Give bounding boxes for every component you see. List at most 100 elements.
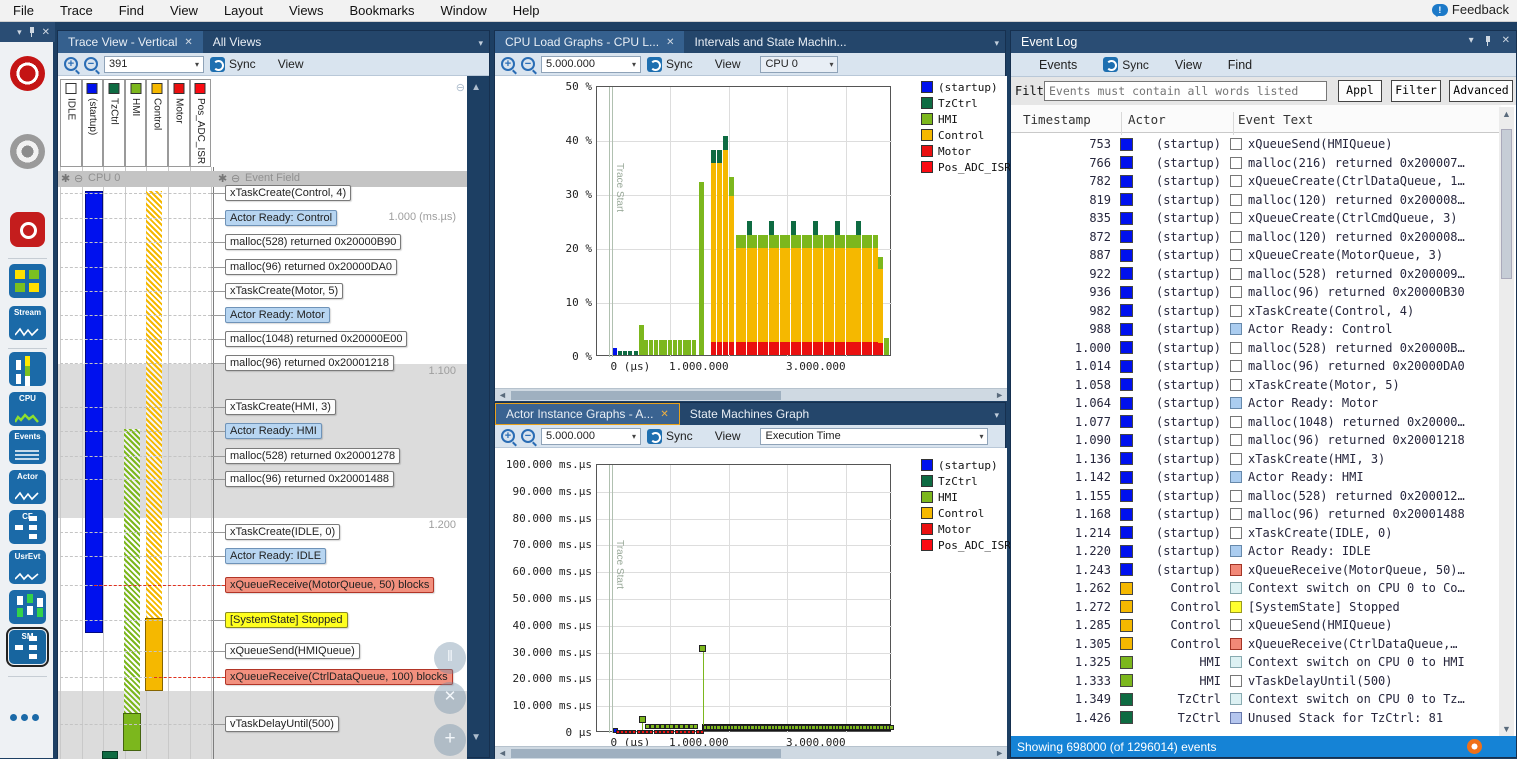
actor-bar-startup[interactable] <box>85 191 103 633</box>
vertical-trace-button[interactable] <box>9 352 46 386</box>
rail-window-controls[interactable]: ▾ ✕ <box>0 22 55 42</box>
actor-tab[interactable]: Actor Instance Graphs - A...✕ <box>495 403 680 425</box>
event-label[interactable]: xQueueReceive(CtrlDataQueue, 100) blocks <box>225 669 453 685</box>
trace-overview-button[interactable] <box>9 264 46 298</box>
event-log-row[interactable]: 782(startup)xQueueCreate(CtrlDataQueue, … <box>1011 172 1501 191</box>
close-tab-icon[interactable]: ✕ <box>660 409 668 420</box>
trace-tab[interactable]: Trace View - Vertical✕ <box>58 31 203 53</box>
zoom-in-icon[interactable]: + <box>501 429 515 443</box>
event-label[interactable]: Actor Ready: Motor <box>225 307 330 323</box>
event-label[interactable]: Actor Ready: HMI <box>225 423 322 439</box>
actor-bar-control[interactable] <box>146 191 162 618</box>
trace-canvas[interactable]: IDLE(startup)TzCtrlHMIControlMotorPos_AD… <box>58 76 467 759</box>
column-event-text[interactable]: Event Text <box>1238 112 1313 127</box>
close-tab-icon[interactable]: ✕ <box>666 37 674 48</box>
actor-tab[interactable]: State Machines Graph <box>680 403 819 425</box>
actor-zoom-combo[interactable]: 5.000.000▾ <box>541 428 641 445</box>
event-log-row[interactable]: 1.077(startup)malloc(1048) returned 0x20… <box>1011 413 1501 432</box>
menu-trace[interactable]: Trace <box>47 3 106 18</box>
user-events-button[interactable]: UsrEvt <box>9 550 46 584</box>
gear-icon[interactable]: ✱ <box>61 172 70 185</box>
tab-list-icon[interactable]: ▾ <box>994 410 999 421</box>
more-views-button[interactable] <box>10 714 39 721</box>
event-log-row[interactable]: 766(startup)malloc(216) returned 0x20000… <box>1011 154 1501 173</box>
eventlog-menu-sync[interactable]: Sync <box>1103 57 1149 72</box>
event-log-row[interactable]: 1.305ControlxQueueReceive(CtrlDataQueue,… <box>1011 635 1501 654</box>
event-log-row[interactable]: 1.090(startup)malloc(96) returned 0x2000… <box>1011 431 1501 450</box>
event-log-row[interactable]: 1.220(startup)Actor Ready: IDLE <box>1011 542 1501 561</box>
event-log-row[interactable]: 1.000(startup)malloc(528) returned 0x200… <box>1011 339 1501 358</box>
zoom-in-icon[interactable]: + <box>501 57 515 71</box>
sync-button[interactable]: Sync <box>647 429 693 444</box>
state-machines-button[interactable]: SM <box>9 630 46 664</box>
event-log-row[interactable]: 936(startup)malloc(96) returned 0x20000B… <box>1011 283 1501 302</box>
pin-icon[interactable] <box>1484 36 1492 46</box>
scroll-down-icon[interactable]: ▼ <box>471 732 481 743</box>
menu-find[interactable]: Find <box>106 3 157 18</box>
event-log-row[interactable]: 1.155(startup)malloc(528) returned 0x200… <box>1011 487 1501 506</box>
event-label[interactable]: xTaskCreate(Motor, 5) <box>225 283 343 299</box>
event-log-row[interactable]: 1.285ControlxQueueSend(HMIQueue) <box>1011 616 1501 635</box>
event-log-row[interactable]: 1.214(startup)xTaskCreate(IDLE, 0) <box>1011 524 1501 543</box>
eventlog-menu-events[interactable]: Events <box>1039 58 1077 72</box>
event-log-row[interactable]: 872(startup)malloc(120) returned 0x20000… <box>1011 228 1501 247</box>
column-header-control[interactable]: Control <box>146 79 168 167</box>
event-label[interactable]: Actor Ready: Control <box>225 210 337 226</box>
pin-icon[interactable] <box>28 27 36 37</box>
event-log-table-header[interactable]: Timestamp Actor Event Text <box>1011 105 1501 133</box>
event-label[interactable]: malloc(1048) returned 0x20000E00 <box>225 331 407 347</box>
event-log-row[interactable]: 1.064(startup)Actor Ready: Motor <box>1011 394 1501 413</box>
scroll-up-icon[interactable]: ▲ <box>471 82 481 93</box>
chevron-down-icon[interactable]: ▾ <box>17 27 22 38</box>
cpu-select-combo[interactable]: CPU 0▾ <box>760 56 838 73</box>
event-log-row[interactable]: 922(startup)malloc(528) returned 0x20000… <box>1011 265 1501 284</box>
scroll-up-icon[interactable]: ▲ <box>1502 109 1511 119</box>
event-label[interactable]: vTaskDelayUntil(500) <box>225 716 339 732</box>
scrollbar-thumb[interactable] <box>511 749 781 758</box>
event-log-row[interactable]: 982(startup)xTaskCreate(Control, 4) <box>1011 302 1501 321</box>
zoom-out-icon[interactable]: − <box>521 57 535 71</box>
close-icon[interactable]: ✕ <box>1502 35 1510 46</box>
event-log-row[interactable]: 1.058(startup)xTaskCreate(Motor, 5) <box>1011 376 1501 395</box>
event-log-row[interactable]: 1.325HMIContext switch on CPU 0 to HMI <box>1011 653 1501 672</box>
close-fab-button[interactable]: ✕ <box>434 682 466 714</box>
feedback-button[interactable]: ! Feedback <box>1432 2 1509 17</box>
intervals-button[interactable] <box>9 590 46 624</box>
trace-tab[interactable]: All Views <box>203 31 271 53</box>
chevron-down-icon[interactable]: ▾ <box>1469 35 1474 46</box>
event-log-row[interactable]: 887(startup)xQueueCreate(MotorQueue, 3) <box>1011 246 1501 265</box>
apply-button[interactable]: Appl <box>1338 80 1382 102</box>
zoom-out-icon[interactable]: − <box>521 429 535 443</box>
zoom-out-icon[interactable]: − <box>84 57 98 71</box>
event-log-row[interactable]: 1.272Control[SystemState] Stopped <box>1011 598 1501 617</box>
event-log-row[interactable]: 835(startup)xQueueCreate(CtrlCmdQueue, 3… <box>1011 209 1501 228</box>
actor-mode-combo[interactable]: Execution Time▾ <box>760 428 988 445</box>
actor-bar-hmi[interactable] <box>123 713 141 751</box>
event-log-row[interactable]: 1.168(startup)malloc(96) returned 0x2000… <box>1011 505 1501 524</box>
close-icon[interactable]: ✕ <box>42 27 50 38</box>
menu-file[interactable]: File <box>0 3 47 18</box>
event-label[interactable]: xTaskCreate(Control, 4) <box>225 185 351 201</box>
menu-layout[interactable]: Layout <box>211 3 276 18</box>
cpu-view-menu[interactable]: View <box>715 57 741 71</box>
zoom-fab-button[interactable]: + <box>434 724 466 756</box>
snapshot-button[interactable] <box>10 212 45 247</box>
sync-button[interactable]: Sync <box>647 57 693 72</box>
tab-list-icon[interactable]: ▾ <box>478 38 483 49</box>
event-label[interactable]: xTaskCreate(HMI, 3) <box>225 399 336 415</box>
event-log-rows[interactable]: 753(startup)xQueueSend(HMIQueue)766(star… <box>1011 135 1501 738</box>
actor-graph-button[interactable]: Actor <box>9 470 46 504</box>
event-label[interactable]: malloc(528) returned 0x20000B90 <box>225 234 401 250</box>
event-label[interactable]: malloc(96) returned 0x20000DA0 <box>225 259 397 275</box>
h-scrollbar[interactable]: ◄► <box>495 388 1007 401</box>
column-header-startup[interactable]: (startup) <box>82 79 104 167</box>
filter-button[interactable]: Filter <box>1391 80 1441 102</box>
tab-list-icon[interactable]: ▾ <box>994 38 999 49</box>
trace-view-menu[interactable]: View <box>278 57 304 71</box>
event-log-row[interactable]: 1.333HMIvTaskDelayUntil(500) <box>1011 672 1501 691</box>
event-label[interactable]: xQueueSend(HMIQueue) <box>225 643 360 659</box>
column-actor[interactable]: Actor <box>1128 112 1166 127</box>
menu-window[interactable]: Window <box>427 3 499 18</box>
event-label[interactable]: malloc(96) returned 0x20001488 <box>225 471 394 487</box>
event-log-row[interactable]: 1.243(startup)xQueueReceive(MotorQueue, … <box>1011 561 1501 580</box>
